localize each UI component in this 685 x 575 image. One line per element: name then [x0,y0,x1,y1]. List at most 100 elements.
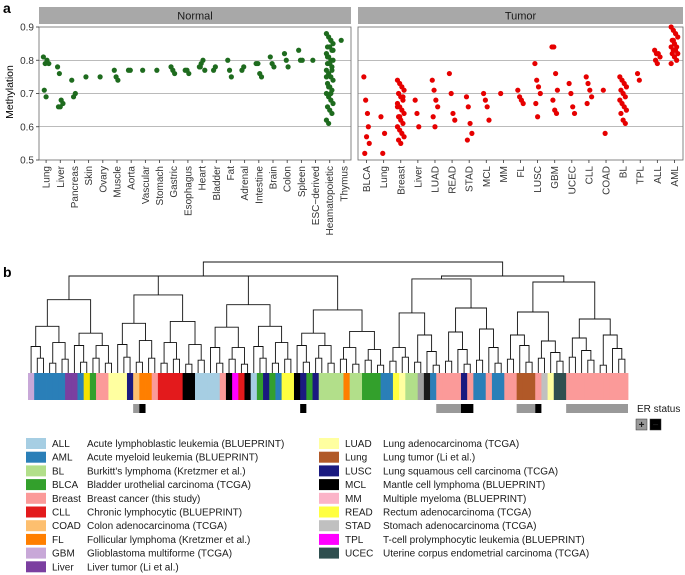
panel-label-a: a [3,0,11,16]
data-point [668,60,674,67]
sample-color-cell [337,373,344,400]
sample-color-cell [46,373,54,400]
data-point [54,64,61,70]
data-point [271,64,277,70]
legend-description: Glioblastoma multiforme (TCGA) [87,549,232,560]
sample-color-cell [263,373,270,400]
legend-description: Rectum adenocarcinoma (TCGA) [383,508,531,519]
legend-swatch [26,547,46,559]
data-point [225,57,231,63]
dendrogram-branch [92,357,100,373]
legend-description: T-cell prolymphocytic leukemia (BLUEPRIN… [383,535,585,546]
dendrogram-branch [476,359,484,373]
dendrogram-branch [185,363,193,373]
dendrogram-branch [202,261,504,276]
y-tick-label: 0.8 [20,56,34,67]
legend-swatch [26,438,46,449]
sample-color-cell [529,373,536,400]
dendrogram-branch [581,350,592,373]
sample-color-cell [293,373,301,400]
x-tick-label: UCEC [567,166,578,194]
legend-swatch [26,520,46,532]
legend-description: Bladder urothelial carcinoma (TCGA) [87,480,251,491]
sample-color-cell [374,373,381,400]
legend-item-lung: Lung Lung tumor (Li et al.) [319,451,475,464]
data-point [310,57,316,63]
dendrogram-branch [479,328,494,361]
sample-color-cell [510,373,518,400]
legend-description: Burkitt's lymphoma (Kretzmer et al.) [87,466,246,477]
sample-color-cell [498,373,505,400]
x-tick-label: Aorta [127,166,138,190]
dendrogram-branch [121,322,146,345]
dendrogram-branch [163,342,177,364]
er-status-segment [516,404,536,413]
x-tick-label: Gastric [169,166,180,198]
dendrogram-branch [398,312,426,348]
dendrogram-branch [188,344,202,365]
x-tick-label: Esophagus [183,166,194,216]
data-point [41,87,47,93]
data-point [398,140,404,146]
sample-color-cell [157,373,165,400]
data-point [328,90,334,97]
sample-color-cell [96,373,103,400]
dendrogram-branch [599,364,607,373]
data-point [534,77,540,83]
sample-color-cell [584,373,592,400]
sample-color-cell [491,373,499,400]
legend-code: LUSC [345,466,372,477]
sample-color-cell [114,373,122,400]
data-point [255,60,261,67]
sample-color-cell [362,373,369,400]
dendrogram-branch [556,360,564,373]
data-point [520,100,526,107]
data-point [267,54,273,60]
y-tick-label: 0.9 [20,23,34,34]
legend-item-fl: FL Follicular lymphoma (Kretzmer et al.) [26,533,250,546]
x-tick-label: FL [516,166,527,178]
data-point [566,80,572,87]
sample-color-cell [615,373,623,400]
dendrogram-branch [602,334,618,366]
facet-tumor: Tumor BLCA Lung Breast Liver LUAD READ STAD MCL M… [357,7,684,195]
dendrogram-branch [123,356,131,373]
dendrogram-branch [138,340,153,363]
data-point [585,80,591,87]
legend-item-blca: BLCA Bladder urothelial carcinoma (TCGA) [26,479,251,491]
sample-color-cell [225,373,233,400]
legend-item-lusc: LUSC Lung squamous cell carcinoma (TCGA) [319,465,558,477]
dendrogram-branch [172,358,180,373]
sample-color-cell [120,373,128,400]
dendrogram-branch [61,358,69,373]
sample-color-cell [553,373,561,400]
data-point [486,117,492,123]
legend-description: Stomach adenocarcinoma (TCGA) [383,521,536,532]
dendrogram-branch [302,361,310,373]
sample-color-cell [108,373,115,400]
data-point [674,57,680,63]
data-point [46,60,52,67]
x-tick-label: Colon [283,166,294,192]
x-tick-label: READ [448,166,459,194]
dendrogram-branch [339,358,348,373]
data-point [57,104,63,110]
sample-color-cell [250,373,258,400]
er-status-segment [436,404,468,413]
data-point [283,57,289,63]
dendrogram-branch [327,362,335,373]
x-tick-label: GBM [550,166,561,189]
data-point [115,77,121,83]
data-point [361,74,367,80]
facet-strip-label: Normal [177,11,212,23]
x-tick-label: ALL [653,166,664,184]
data-point [675,51,681,57]
legend-description: Liver tumor (Li et al.) [87,562,179,573]
dendrogram-branch [271,362,279,373]
sample-color-cell [578,373,586,400]
data-point [401,87,407,93]
data-point [602,130,608,136]
sample-color-cell [287,373,295,400]
dendrogram-branch [448,331,463,362]
